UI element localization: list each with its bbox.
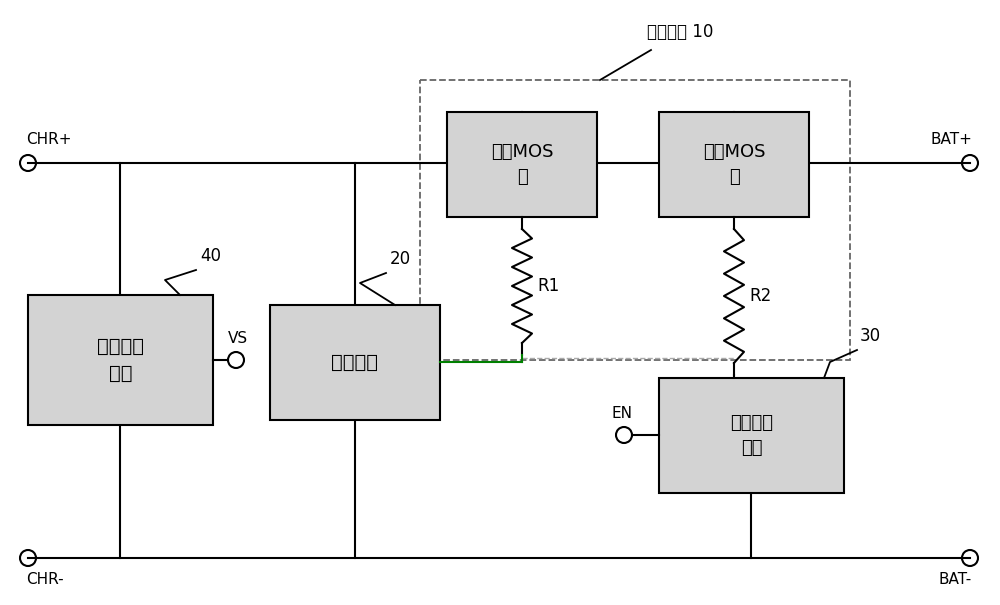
Text: 20: 20: [390, 250, 411, 268]
Text: BAT+: BAT+: [930, 132, 972, 147]
Bar: [659, 378, 844, 493]
Bar: [420, 80, 850, 360]
Text: 开关单元: 开关单元: [332, 353, 378, 372]
Text: R2: R2: [749, 287, 771, 305]
Bar: [447, 112, 597, 217]
Bar: [28, 295, 213, 425]
Bar: [270, 305, 440, 420]
Text: R1: R1: [537, 277, 559, 295]
Text: 第一MOS
管: 第一MOS 管: [491, 143, 553, 186]
Text: CHR-: CHR-: [26, 572, 64, 587]
Text: 启动控制
单元: 启动控制 单元: [730, 414, 773, 457]
Text: 40: 40: [200, 247, 221, 265]
Text: 第二MOS
管: 第二MOS 管: [703, 143, 765, 186]
Text: VS: VS: [228, 331, 248, 346]
Text: CHR+: CHR+: [26, 132, 72, 147]
Text: EN: EN: [612, 406, 633, 421]
Text: BAT-: BAT-: [939, 572, 972, 587]
Bar: [659, 112, 809, 217]
Text: 保护单元 10: 保护单元 10: [647, 23, 713, 41]
Text: 电压采样
单元: 电压采样 单元: [97, 337, 144, 383]
Text: 30: 30: [860, 327, 881, 345]
